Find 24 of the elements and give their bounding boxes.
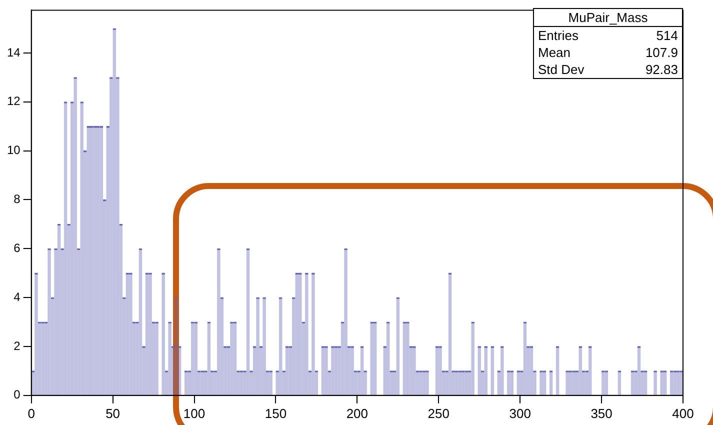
annotation: Std Dev bbox=[538, 61, 584, 78]
annotation: Mean bbox=[538, 44, 571, 61]
y-tick-label: 2 bbox=[14, 338, 21, 353]
y-tick-label: 10 bbox=[6, 143, 21, 158]
x-tick-label: 350 bbox=[590, 406, 612, 421]
x-tick-label: 200 bbox=[346, 406, 368, 421]
x-tick-label: 50 bbox=[106, 406, 120, 421]
x-tick-label: 150 bbox=[264, 406, 287, 421]
x-tick-label: 0 bbox=[28, 406, 35, 421]
annotation: 107.9 bbox=[645, 44, 678, 61]
y-tick-label: 14 bbox=[6, 45, 21, 60]
x-tick-label: 400 bbox=[672, 406, 694, 421]
x-tick-label: 100 bbox=[183, 406, 206, 421]
x-tick-label: 300 bbox=[509, 406, 531, 421]
y-tick-label: 8 bbox=[14, 192, 21, 206]
y-tick-label: 4 bbox=[14, 290, 21, 304]
annotation: MuPair_Mass bbox=[534, 9, 682, 27]
y-tick-label: 0 bbox=[14, 388, 21, 402]
annotation: 92.83 bbox=[645, 61, 678, 78]
x-tick-label: 250 bbox=[428, 406, 450, 421]
annotation: Entries bbox=[538, 27, 578, 44]
y-tick-label: 6 bbox=[14, 240, 21, 255]
annotation: 514 bbox=[656, 27, 678, 44]
y-tick-label: 12 bbox=[6, 94, 21, 108]
